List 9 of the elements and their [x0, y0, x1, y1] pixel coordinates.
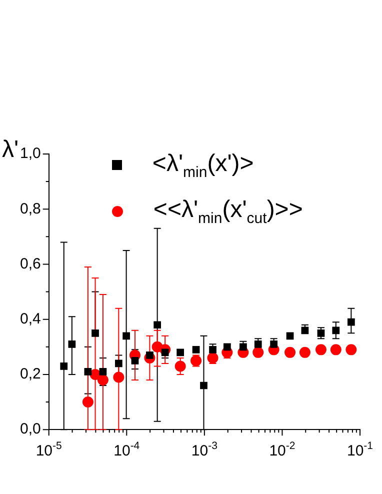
y-tick-label: 0,4: [20, 310, 41, 328]
y-tick-label: 0,2: [20, 366, 41, 383]
y-tick-label: 0,0: [20, 420, 41, 438]
y-axis-title: λ': [2, 136, 19, 164]
y-tick-label: 0,8: [20, 200, 41, 218]
y-tick-label: 1,0: [20, 145, 41, 162]
legend-label: <<λ'$_{min}$(x'$_{cut}$)>>: [153, 196, 303, 226]
legend-label: <λ'$_{min}$(x')>: [152, 150, 254, 180]
y-tick-label: 0,6: [20, 255, 41, 272]
